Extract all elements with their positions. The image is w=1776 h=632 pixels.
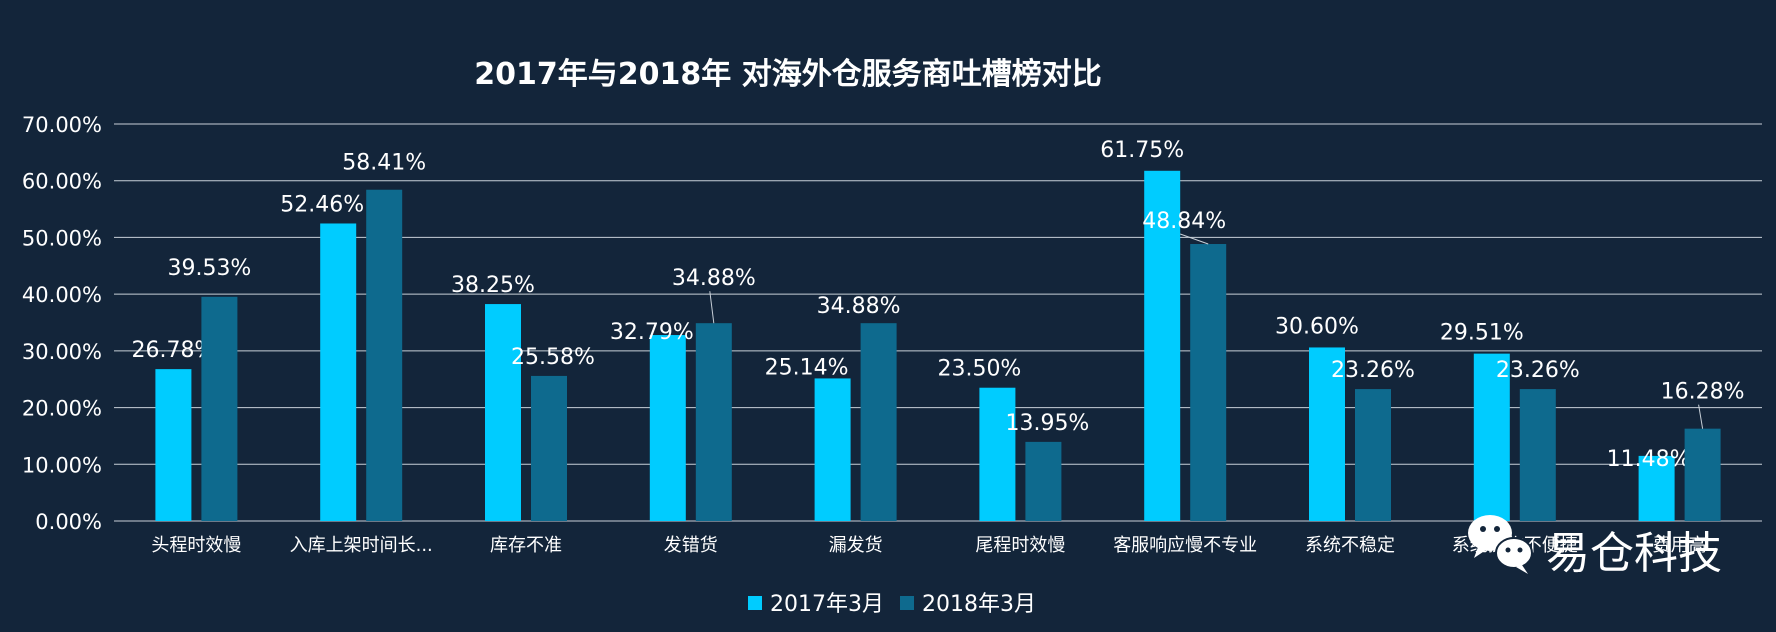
data-label: 39.53% (167, 256, 251, 281)
y-tick-label: 40.00% (22, 283, 102, 307)
bar-series2 (695, 323, 732, 521)
data-label: 23.50% (937, 357, 1021, 382)
bar-series2 (1025, 441, 1062, 521)
legend-swatch (748, 596, 762, 610)
x-tick-label: 头程时效慢 (151, 535, 241, 556)
bar-series1 (1144, 170, 1181, 521)
y-tick-label: 60.00% (22, 170, 102, 194)
x-tick-label: 发错货 (664, 535, 718, 556)
y-axis-ticks: 0.00% 10.00% 20.00% 30.00% 40.00% 50.00% 60.00… (22, 113, 102, 534)
data-label: 25.58% (511, 345, 595, 370)
bar-series1 (1638, 455, 1675, 521)
bar-series2 (366, 189, 403, 521)
legend: 2017年3月 2018年3月 (748, 592, 1036, 617)
x-tick-label: 系统不稳定 (1305, 535, 1395, 556)
bar-series2 (1355, 389, 1391, 521)
legend-swatch (900, 596, 914, 610)
watermark: 易仓科技 (1468, 515, 1722, 579)
bar-series1 (649, 335, 686, 521)
bar-series1 (814, 378, 851, 521)
y-tick-label: 10.00% (22, 453, 102, 477)
data-label: 30.60% (1275, 314, 1359, 339)
data-label-leader (1180, 233, 1209, 245)
bar-series1 (979, 387, 1016, 521)
bar-series2 (1684, 428, 1721, 521)
x-tick-label: 尾程时效慢 (975, 535, 1065, 556)
data-label: 32.79% (610, 320, 694, 345)
data-label: 11.48% (1607, 447, 1691, 472)
bar-series2 (201, 296, 238, 521)
wechat-icon (1468, 515, 1533, 574)
chart-title: 2017年与2018年 对海外仓服务商吐槽榜对比 (474, 57, 1101, 92)
data-label: 29.51% (1440, 321, 1524, 346)
legend-label: 2018年3月 (922, 592, 1036, 617)
bar-series2 (1190, 244, 1227, 521)
bar-series1 (485, 304, 521, 521)
data-label: 34.88% (817, 294, 901, 319)
watermark-text: 易仓科技 (1546, 528, 1722, 579)
y-tick-label: 30.00% (22, 340, 102, 364)
bars: 26.78% 39.53% 52.46% 58.41% 38.25% 25.58% 32.7… (131, 138, 1745, 521)
data-label: 25.14% (765, 355, 849, 380)
data-label: 23.26% (1331, 358, 1415, 383)
data-label: 61.75% (1100, 138, 1184, 163)
data-label: 16.28% (1661, 380, 1745, 405)
x-tick-label: 库存不准 (490, 535, 562, 556)
x-tick-label: 漏发货 (829, 535, 883, 556)
y-tick-label: 50.00% (22, 226, 102, 250)
bar-series1 (320, 223, 357, 521)
x-tick-label: 客服响应慢不专业 (1113, 535, 1257, 556)
y-tick-label: 70.00% (22, 113, 102, 137)
data-label: 38.25% (451, 273, 535, 298)
data-label-leader (1698, 404, 1704, 429)
data-label: 23.26% (1496, 358, 1580, 383)
y-tick-label: 0.00% (35, 510, 102, 534)
bar-series1 (155, 369, 192, 521)
legend-label: 2017年3月 (770, 592, 884, 617)
bar-series2 (531, 375, 567, 521)
y-tick-label: 20.00% (22, 397, 102, 421)
data-label: 52.46% (280, 192, 364, 217)
bar-series2 (1519, 389, 1556, 521)
data-label: 26.78% (131, 338, 215, 363)
data-label: 48.84% (1142, 209, 1226, 234)
data-label-leader (709, 291, 715, 324)
bar-series1 (1309, 347, 1345, 521)
data-label: 34.88% (672, 266, 756, 291)
data-label: 58.41% (342, 151, 426, 176)
x-tick-label: 费用高 (1653, 535, 1707, 556)
bar-series2 (860, 323, 897, 521)
x-tick-label: 入库上架时间长... (290, 535, 433, 556)
bar-series1 (1473, 353, 1510, 521)
data-label: 13.95% (1005, 411, 1089, 436)
